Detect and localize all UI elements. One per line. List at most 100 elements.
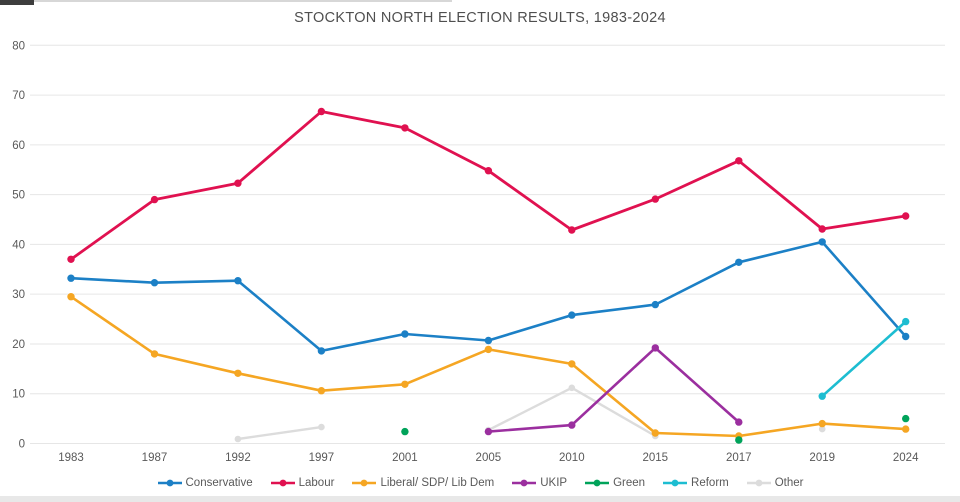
y-tick-20: 20 [12,339,25,351]
point-labour-2001 [401,124,409,132]
point-green-2024 [902,414,910,423]
legend-marker-other-icon [746,479,771,487]
point-conservative-2001 [401,330,409,338]
point-conservative-1987 [150,279,159,287]
x-tick-2001: 2001 [392,452,418,464]
legend-dot-reform [671,479,679,487]
legend-label-labour: Labour [298,477,335,489]
point-conservative-2024 [902,332,910,341]
point-other-1992 [234,435,242,443]
point-conservative-2015 [651,300,659,309]
legend-dot-liberal-sdp-lib-dem [361,479,368,487]
point-liberal-sdp-lib-dem-2010 [568,360,576,368]
point-liberal-sdp-lib-dem-2024 [902,425,910,433]
y-tick-80: 80 [12,40,25,52]
point-liberal-sdp-lib-dem-1992 [234,369,242,377]
point-labour-1987 [150,195,159,204]
point-liberal-sdp-lib-dem-1983 [67,293,75,301]
legend-item-liberal-sdp-lib-dem: Liberal/ SDP/ Lib Dem [351,477,494,489]
x-tick-1992: 1992 [225,452,251,464]
legend-label-other: Other [774,477,804,489]
line-liberal-sdp-lib-dem [69,295,908,438]
point-other-2010 [568,384,576,392]
point-reform-2019 [818,392,826,400]
legend-dot-ukip [520,479,528,487]
line-conservative [69,240,908,353]
y-tick-0: 0 [19,439,25,451]
legend-marker-conservative-icon [157,479,182,487]
legend-item-labour: Labour [270,477,335,489]
plot-area: 0 10 20 30 40 50 60 70 80 1983 1987 1992 1997 2001 200… [12,40,945,464]
point-conservative-1997 [317,347,326,355]
x-tick-2015: 2015 [642,452,668,464]
legend-dot-conservative [166,479,173,487]
legend-label-green: Green [613,477,646,489]
y-tick-60: 60 [12,140,25,152]
point-other-2019 [818,425,826,433]
point-labour-2024 [902,212,910,220]
screenshot-top-edge-artifact [0,0,452,2]
screenshot-bottom-edge-artifact [0,496,960,502]
point-labour-1992 [234,179,242,187]
x-tick-2024: 2024 [893,452,919,464]
legend-label-reform: Reform [691,477,729,489]
point-ukip-2010 [568,421,576,429]
point-liberal-sdp-lib-dem-1987 [150,350,159,358]
point-liberal-sdp-lib-dem-2019 [818,419,826,428]
legend-dot-labour [279,479,287,487]
point-liberal-sdp-lib-dem-2015 [651,429,659,437]
point-green-2017 [735,436,743,444]
legend-marker-ukip-icon [512,479,537,487]
x-tick-1997: 1997 [309,452,335,464]
legend-item-green: Green [584,477,645,489]
legend-label-ukip: UKIP [540,477,568,489]
y-tick-40: 40 [12,239,25,251]
point-labour-1983 [67,255,75,263]
point-labour-2005 [484,167,493,175]
point-ukip-2015 [651,344,659,352]
point-liberal-sdp-lib-dem-1997 [317,387,326,395]
legend-marker-reform-icon [663,479,688,487]
point-labour-1997 [317,107,326,116]
point-labour-2019 [818,225,826,233]
y-tick-50: 50 [12,190,25,202]
legend-marker-labour-icon [270,479,295,487]
x-tick-1987: 1987 [142,452,168,464]
x-tick-2010: 2010 [559,452,585,464]
legend-item-reform: Reform [662,477,729,489]
point-liberal-sdp-lib-dem-2005 [484,345,493,354]
line-other [236,425,323,441]
point-conservative-2019 [818,238,826,246]
legend: Conservative Labour Liberal/ SDP/ Lib Dem U… [0,471,960,495]
point-ukip-2017 [735,418,743,426]
point-conservative-1983 [67,274,75,282]
x-tick-2005: 2005 [476,452,502,464]
y-tick-10: 10 [12,389,25,401]
legend-dot-green [593,479,601,487]
line-reform [820,320,908,398]
legend-item-ukip: UKIP [511,477,567,489]
point-conservative-2017 [735,258,743,266]
x-tick-1983: 1983 [58,452,84,464]
legend-marker-liberal-sdp-lib-dem-icon [352,479,377,487]
point-conservative-2005 [484,336,493,345]
legend-dot-other [755,479,763,487]
point-labour-2010 [568,226,576,234]
point-ukip-2005 [484,427,493,436]
y-tick-30: 30 [12,289,25,301]
chart-title: STOCKTON NORTH ELECTION RESULTS, 1983-20… [294,10,666,26]
x-tick-2017: 2017 [726,452,752,464]
y-tick-70: 70 [12,90,25,102]
legend-item-other: Other [746,477,804,489]
point-labour-2017 [735,157,743,165]
x-tick-2019: 2019 [809,452,835,464]
point-conservative-2010 [568,311,576,319]
point-liberal-sdp-lib-dem-2001 [401,380,409,388]
legend-marker-green-icon [585,479,610,487]
legend-label-conservative: Conservative [185,477,253,489]
point-green-2001 [401,427,409,436]
point-reform-2024 [902,317,910,326]
point-other-1997 [318,423,325,431]
legend-item-conservative: Conservative [157,477,253,489]
point-labour-2015 [651,195,659,203]
